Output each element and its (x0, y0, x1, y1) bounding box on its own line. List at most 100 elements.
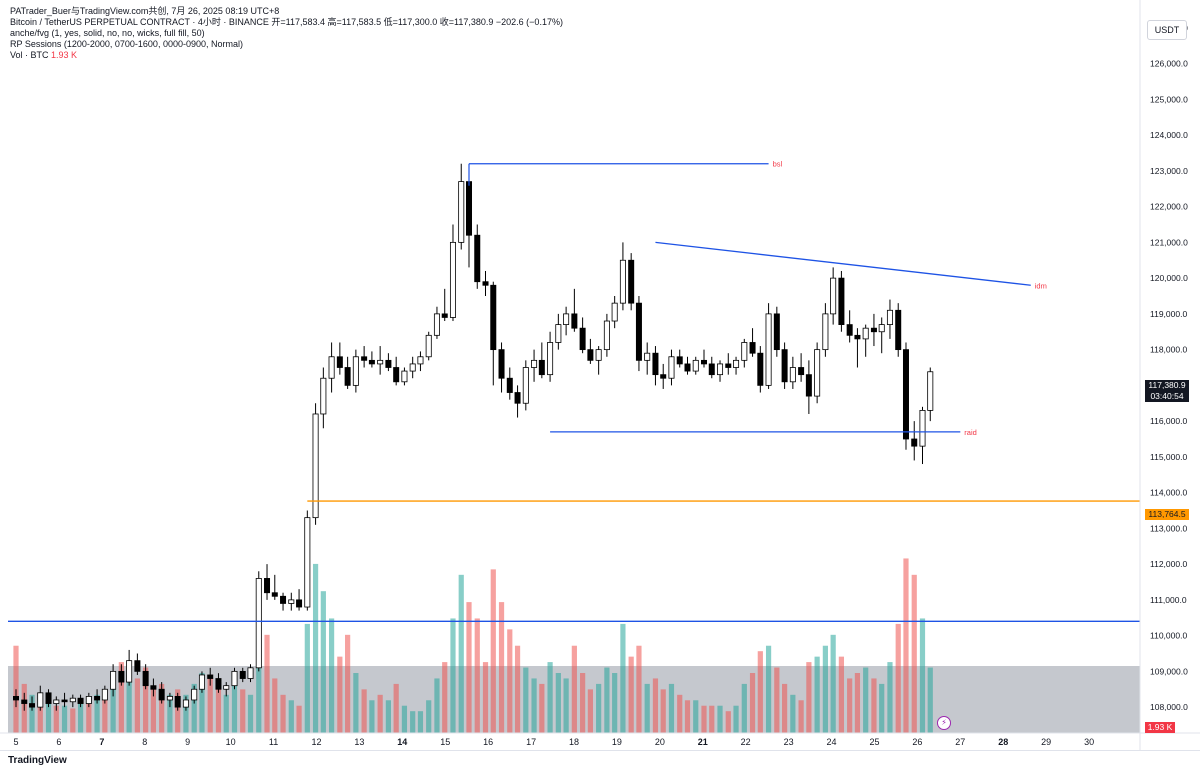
volume-bar (822, 645, 828, 733)
volume-bar (296, 705, 302, 733)
x-tick-label: 16 (483, 737, 493, 747)
volume-bar (126, 667, 132, 733)
tradingview-logo[interactable]: TradingView (8, 755, 67, 766)
volume-bar (183, 694, 189, 733)
candle-body (538, 359, 545, 376)
x-tick-label: 9 (185, 737, 190, 747)
y-tick-label: 116,000.0 (1150, 416, 1187, 426)
y-tick-label: 125,000.0 (1150, 94, 1188, 104)
candle-body (142, 670, 149, 687)
candle-body (271, 592, 278, 597)
candle-body (701, 359, 708, 365)
candle-body (838, 277, 845, 325)
y-tick-label: 109,000.0 (1150, 666, 1188, 676)
candle-body (805, 374, 812, 397)
x-tick-label: 17 (526, 737, 536, 747)
volume-bar (150, 689, 157, 733)
candle-body (611, 302, 618, 322)
candle-body (870, 327, 877, 333)
volume-bar (199, 673, 205, 733)
x-tick-label: 14 (397, 737, 407, 747)
candle-body (126, 660, 133, 683)
candle-body (198, 674, 205, 690)
candle-body (118, 670, 125, 683)
candle-body (822, 313, 829, 351)
volume-bar (539, 683, 545, 733)
candle-body (21, 699, 28, 704)
candle-body (603, 320, 610, 351)
x-tick-label: 24 (827, 737, 837, 747)
volume-bar (223, 694, 229, 733)
x-tick-label: 23 (784, 737, 794, 747)
indicator-fvg-line[interactable]: anche/fvg (1, yes, solid, no, no, wicks,… (10, 28, 205, 38)
volume-bar (854, 673, 861, 733)
x-tick-label: 5 (13, 737, 18, 747)
x-tick-label: 21 (698, 737, 708, 747)
label-bsl: bsl (773, 160, 783, 169)
y-tick-label: 113,000.0 (1150, 523, 1187, 533)
candle-body (571, 313, 578, 329)
volume-bar (919, 618, 926, 733)
volume-bar (337, 656, 343, 733)
volume-bar (620, 623, 626, 733)
x-tick-label: 8 (142, 737, 147, 747)
candle-body (85, 696, 92, 704)
candle-body (393, 367, 400, 383)
volume-bar (458, 574, 464, 733)
candle-body (441, 313, 448, 318)
candle-body (692, 359, 699, 372)
footer: TradingView (0, 750, 1200, 773)
y-tick-label: 119,000.0 (1150, 309, 1187, 319)
volume-bar (417, 711, 424, 733)
candle-body (53, 699, 60, 704)
candle-body (288, 599, 295, 604)
candle-body (344, 367, 351, 386)
candle-body (158, 688, 165, 701)
indicator-sessions-line[interactable]: RP Sessions (1200-2000, 0700-1600, 0000-… (10, 39, 243, 49)
volume-bar (644, 683, 650, 733)
volume-bar (498, 602, 505, 733)
x-tick-label: 15 (440, 737, 450, 747)
symbol-ohlc-line[interactable]: Bitcoin / TetherUS PERPETUAL CONTRACT · … (10, 17, 563, 27)
candle-body (215, 678, 222, 690)
volume-bar (434, 678, 440, 733)
volume-bar (256, 613, 262, 733)
countdown-badge: 03:40:54 (1145, 391, 1189, 402)
x-tick-label: 25 (869, 737, 879, 747)
candle-body (304, 517, 311, 608)
currency-selector[interactable]: USDT (1147, 20, 1187, 40)
candle-body (425, 334, 432, 358)
volume-bar (838, 656, 845, 733)
orange-level-badge: 113,764.5 (1145, 509, 1189, 520)
volume-bar (830, 634, 836, 733)
volume-bar (466, 602, 472, 733)
candle-body (101, 688, 108, 701)
candle-body (757, 352, 764, 386)
candle-body (231, 670, 238, 687)
volume-label: Vol · BTC (10, 50, 49, 60)
candle-body (749, 342, 756, 354)
level-line-idm (655, 241, 1031, 286)
candle-body (708, 363, 715, 376)
volume-bar (879, 683, 885, 733)
volume-bar (53, 705, 59, 733)
volume-bar (733, 705, 739, 733)
candle-body (789, 367, 796, 383)
volume-bar (207, 678, 213, 733)
x-tick-label: 22 (741, 737, 751, 747)
volume-bar (587, 689, 593, 733)
volume-bar (328, 618, 335, 733)
candle-body (652, 352, 659, 376)
volume-bar (790, 694, 796, 733)
lightning-icon[interactable]: ⚡ (937, 716, 951, 730)
volume-legend[interactable]: Vol · BTC 1.93 K (10, 50, 563, 61)
volume-bar (369, 700, 375, 733)
candle-body (433, 313, 440, 336)
volume-bar (482, 662, 489, 733)
volume-bar (514, 645, 521, 733)
volume-bar (684, 700, 691, 733)
volume-bar (320, 591, 326, 733)
volume-bar (134, 678, 140, 733)
